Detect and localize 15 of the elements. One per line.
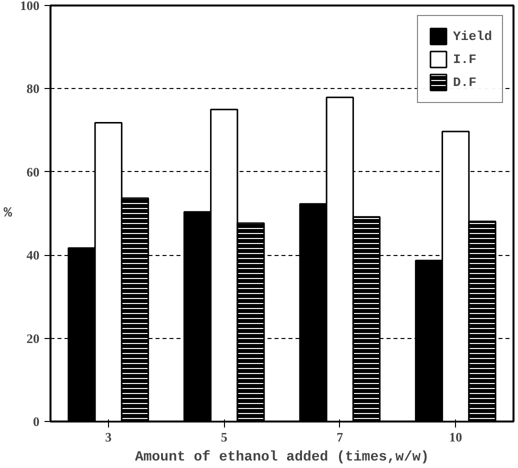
y-tick-label: 20 bbox=[26, 330, 40, 346]
y-tick-label: 100 bbox=[20, 0, 40, 13]
legend-label: D.F bbox=[452, 74, 476, 90]
y-tick-label: 40 bbox=[26, 248, 40, 263]
y-axis-title: % bbox=[4, 206, 13, 222]
y-tick-label: 60 bbox=[26, 164, 40, 180]
x-tick-label: 7 bbox=[336, 430, 344, 444]
x-tick-label: 10 bbox=[449, 430, 462, 444]
x-axis-title: Amount of ethanol added (times,w/w) bbox=[134, 450, 430, 466]
y-tick-label: 0 bbox=[33, 414, 40, 429]
y-tick-label: 80 bbox=[26, 81, 40, 96]
legend-label: I.F bbox=[452, 52, 476, 66]
x-tick-label: 5 bbox=[220, 430, 228, 444]
legend-label: Yield bbox=[452, 28, 492, 44]
x-tick-label: 3 bbox=[105, 430, 112, 444]
